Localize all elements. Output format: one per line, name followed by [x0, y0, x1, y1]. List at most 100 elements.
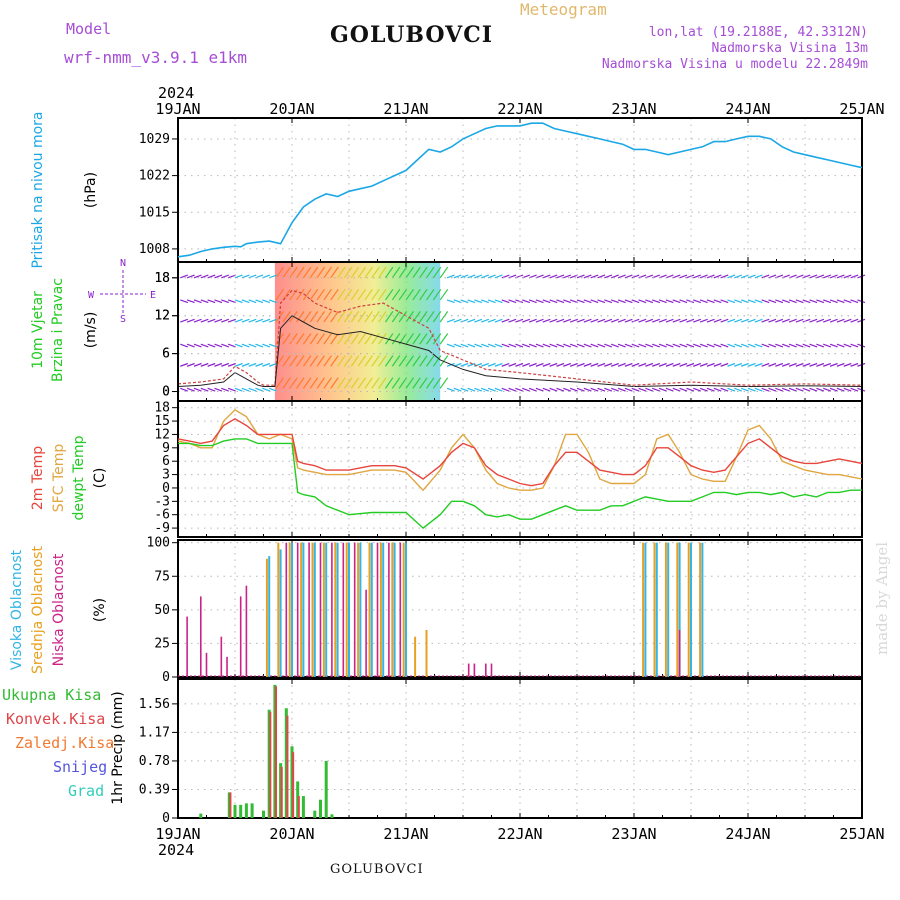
wind-arrow — [214, 387, 223, 392]
wind-arrow — [193, 387, 202, 392]
wind-arrow — [693, 362, 702, 367]
low-cloud-bar — [353, 542, 356, 677]
wind-arrow — [843, 274, 852, 279]
wind-arrow — [207, 274, 216, 279]
wind-arrow — [405, 266, 414, 279]
wind-arrow — [364, 311, 373, 323]
wind-arrow — [282, 266, 291, 279]
low-cloud-bar — [239, 596, 242, 677]
wind-arrow — [460, 299, 469, 304]
wind-arrow — [617, 343, 626, 348]
wind-arrow — [481, 362, 490, 367]
low-cloud-bar — [205, 652, 208, 677]
wind-arrow — [419, 311, 428, 323]
wind-arrow — [624, 274, 633, 279]
wind-arrow — [302, 266, 312, 279]
wind-arrow — [576, 318, 585, 323]
wind-arrow — [460, 343, 469, 348]
wind-arrow — [419, 288, 428, 301]
wind-arrow — [816, 299, 825, 304]
wind-gust-line — [177, 289, 863, 386]
wind-arrow — [823, 274, 832, 279]
wind-arrow — [823, 318, 832, 323]
wind-arrow — [481, 274, 490, 279]
conv-precip-bar — [286, 715, 289, 818]
wind-arrow — [296, 311, 305, 323]
wind-arrow — [740, 299, 749, 304]
wind-arrow — [343, 266, 353, 279]
wind-arrow — [227, 318, 236, 323]
wind-arrow — [357, 288, 367, 301]
wind-arrow — [556, 299, 565, 304]
wind-arrow — [405, 333, 414, 345]
wind-arrow — [309, 355, 319, 367]
wind-arrow — [535, 362, 544, 367]
wind-arrow — [727, 318, 736, 323]
low-cloud-bar — [399, 542, 402, 677]
mid-cloud-bar — [414, 636, 417, 677]
wind-arrow — [795, 343, 804, 348]
wind-arrow — [686, 274, 695, 279]
wind-arrow — [337, 311, 346, 323]
wind-arrow — [843, 299, 852, 304]
wind-arrow — [316, 266, 325, 279]
wind-arrow — [617, 318, 626, 323]
wind-arrow — [227, 274, 236, 279]
mid-cloud-bar — [687, 542, 690, 677]
mid-cloud-axis-title: Srednja Oblacnost — [30, 546, 46, 674]
wind-arrow — [734, 274, 743, 279]
wind-arrow — [494, 274, 503, 279]
top-date-label: 22JAN — [497, 100, 542, 118]
wind-arrow — [200, 318, 209, 323]
wind-arrow — [788, 343, 797, 348]
top-date-label: 25JAN — [839, 100, 884, 118]
total-precip-bar — [290, 746, 294, 818]
wind-arrow — [706, 387, 715, 392]
wind-arrow — [453, 299, 462, 304]
wind-arrow — [207, 318, 216, 323]
wind-arrow — [781, 387, 790, 392]
wind-arrow — [638, 362, 647, 367]
high-cloud-bar — [667, 542, 670, 677]
wind-axis-subtitle: Brzina i Pravac — [50, 278, 66, 382]
precipitation-panel: 0 0.39 0.78 1.17 1.56 — [139, 678, 863, 826]
wind-arrow — [816, 318, 825, 323]
wind-ytick-label: 18 — [154, 271, 170, 286]
wind-arrow — [193, 343, 202, 348]
wind-arrow — [590, 343, 599, 348]
wind-arrow — [795, 318, 804, 323]
wind-arrow — [754, 318, 763, 323]
wind-arrow — [645, 387, 654, 392]
wind-arrow — [337, 355, 346, 367]
wind-arrow — [713, 362, 722, 367]
wind-arrow — [241, 343, 250, 348]
wind-arrow — [658, 299, 667, 304]
total-precip-bar — [199, 813, 203, 818]
wind-arrow — [330, 311, 339, 323]
total-precip-bar — [296, 781, 300, 818]
wind-arrow — [836, 274, 845, 279]
wind-arrow — [282, 288, 291, 301]
wind-arrow — [350, 333, 360, 345]
mid-cloud-bar — [265, 558, 268, 677]
wind-arrow — [624, 362, 633, 367]
mid-cloud-bar — [391, 542, 394, 677]
wind-arrow — [268, 387, 277, 392]
wind-arrow — [809, 362, 818, 367]
wind-arrow — [569, 343, 578, 348]
wind-arrow — [193, 318, 202, 323]
wind-arrow — [323, 288, 332, 301]
wind-arrow — [221, 343, 230, 348]
wind-arrow — [597, 362, 606, 367]
wind-arrow — [494, 343, 503, 348]
wind-arrow — [610, 318, 619, 323]
wind-arrow — [802, 299, 811, 304]
wind-arrow — [487, 362, 496, 367]
high-cloud-bar — [268, 556, 271, 677]
wind-arrow — [713, 343, 722, 348]
wind-arrow — [248, 343, 257, 348]
pressure-ytick-label: 1022 — [139, 169, 170, 184]
bottom-date-label: 24JAN — [725, 825, 770, 843]
total-precip-bar — [267, 709, 271, 818]
wind-arrow — [323, 355, 332, 367]
